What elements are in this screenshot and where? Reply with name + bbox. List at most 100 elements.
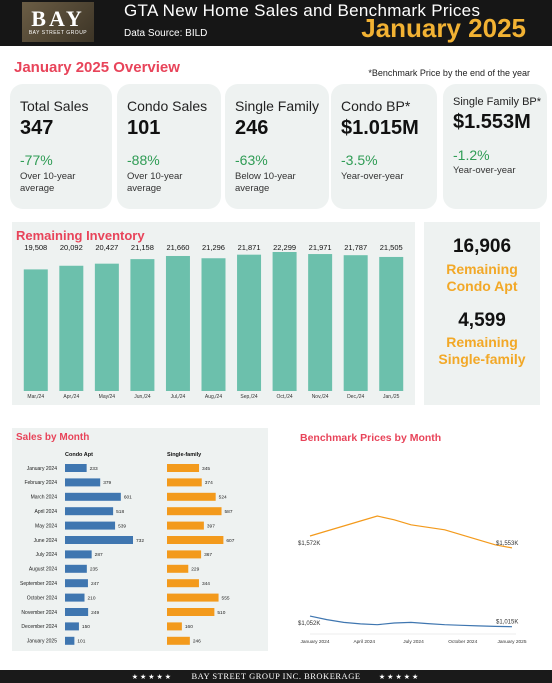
card-note: Below 10-year average bbox=[235, 171, 296, 194]
condo-value-label: 210 bbox=[88, 595, 96, 601]
remaining-single-value: 4,599 bbox=[458, 310, 506, 331]
inventory-x-tick: Sep,/24 bbox=[240, 394, 257, 400]
card-label: Total Sales bbox=[20, 98, 89, 114]
condo-bar bbox=[65, 608, 89, 616]
condo-value-label: 539 bbox=[118, 523, 126, 529]
inventory-bar bbox=[379, 256, 404, 391]
condo-value-label: 287 bbox=[95, 552, 103, 558]
condo-value-label: 101 bbox=[77, 639, 85, 645]
inventory-chart: 19,508 Mar,/24 20,092 Apr,/24 20,427 May/24 21… bbox=[23, 243, 404, 400]
single-bar bbox=[167, 550, 202, 559]
inventory-bar bbox=[237, 254, 262, 391]
sales-panel bbox=[12, 428, 268, 651]
inventory-x-tick: May/24 bbox=[99, 394, 116, 400]
single-bar bbox=[167, 492, 216, 501]
sales-category-label: November 2024 bbox=[21, 610, 57, 616]
single-bar bbox=[167, 536, 224, 544]
condo-value-label: 601 bbox=[124, 495, 132, 501]
single-value-label: 229 bbox=[191, 567, 199, 573]
benchmark-x-tick: April 2024 bbox=[353, 639, 375, 645]
single-value-label: 397 bbox=[207, 523, 215, 529]
inventory-x-tick: Jul,/24 bbox=[171, 394, 186, 400]
company-logo: BAY BAY STREET GROUP bbox=[22, 2, 94, 42]
inventory-value-label: 20,427 bbox=[95, 243, 118, 252]
card-change: -1.2% bbox=[453, 147, 490, 163]
inventory-x-tick: Aug,/24 bbox=[205, 394, 222, 400]
condo-bar bbox=[65, 550, 92, 559]
sales-category-label: July 2024 bbox=[36, 552, 58, 558]
sales-category-label: September 2024 bbox=[20, 581, 57, 587]
report-month: January 2025 bbox=[361, 13, 526, 43]
footer-stars-right: ★★★★★ bbox=[378, 673, 421, 681]
condo-end-label: $1,015K bbox=[496, 620, 518, 626]
inventory-bar bbox=[130, 259, 155, 391]
condo-value-label: 233 bbox=[90, 466, 98, 472]
sales-category-label: December 2024 bbox=[21, 624, 57, 630]
condo-bar bbox=[65, 492, 121, 501]
condo-value-label: 235 bbox=[90, 567, 98, 573]
benchmark-chart: $1,572K $1,553K $1,052K $1,015K January 2024… bbox=[298, 515, 527, 645]
remaining-single-label-1: Remaining bbox=[446, 334, 518, 350]
condo-value-label: 379 bbox=[103, 480, 111, 486]
condo-value-label: 732 bbox=[136, 538, 144, 544]
sales-category-label: May 2024 bbox=[35, 523, 57, 529]
inventory-bar bbox=[272, 252, 297, 391]
inventory-bar bbox=[59, 265, 84, 391]
single-value-label: 524 bbox=[219, 495, 227, 501]
inventory-x-tick: Jan,/25 bbox=[383, 394, 400, 400]
page-title: GTA New Home Sales and Benchmark Prices bbox=[124, 1, 481, 20]
card-note: Over 10-year average bbox=[20, 171, 76, 194]
card-value: 347 bbox=[20, 117, 54, 139]
condo-bar bbox=[65, 579, 88, 588]
card-value: 246 bbox=[235, 117, 269, 139]
condo-value-label: 518 bbox=[116, 509, 124, 515]
condo-bar bbox=[65, 521, 116, 530]
single-bar bbox=[167, 521, 204, 530]
header-bar: BAY BAY STREET GROUP GTA New Home Sales … bbox=[0, 0, 552, 46]
sales-legend-single: Single-family bbox=[167, 452, 202, 458]
inventory-x-tick: Apr,/24 bbox=[63, 394, 79, 400]
single-bar bbox=[167, 622, 182, 631]
single-bar bbox=[167, 593, 219, 602]
card-change: -3.5% bbox=[341, 152, 378, 168]
condo-start-label: $1,052K bbox=[298, 621, 320, 627]
inventory-value-label: 21,871 bbox=[238, 243, 261, 252]
card-single-family-bp: Single Family BP* $1.553M -1.2% Year-ove… bbox=[443, 84, 547, 209]
condo-bar bbox=[65, 464, 87, 472]
logo-subtext: BAY STREET GROUP bbox=[28, 29, 88, 36]
condo-value-label: 249 bbox=[91, 610, 99, 616]
inventory-value-label: 21,158 bbox=[131, 243, 154, 252]
single-value-label: 367 bbox=[204, 552, 212, 558]
benchmark-x-tick: January 2024 bbox=[300, 639, 329, 645]
single-value-label: 160 bbox=[185, 624, 193, 630]
single-bar bbox=[167, 507, 222, 516]
card-condo-sales: Condo Sales 101 -88% Over 10-year averag… bbox=[117, 84, 221, 209]
sales-category-label: January 2025 bbox=[27, 639, 58, 645]
inventory-value-label: 21,505 bbox=[380, 243, 403, 252]
condo-bar bbox=[65, 507, 114, 516]
single-bar bbox=[167, 579, 199, 588]
single-value-label: 607 bbox=[226, 538, 234, 544]
inventory-bar bbox=[201, 258, 226, 391]
condo-line bbox=[309, 615, 513, 628]
single-value-label: 555 bbox=[222, 595, 230, 601]
footer-company: BAY STREET GROUP INC. BROKERAGE bbox=[191, 671, 361, 681]
sales-category-label: January 2024 bbox=[27, 466, 58, 472]
sales-title: Sales by Month bbox=[16, 432, 90, 443]
single-bar bbox=[167, 608, 215, 616]
inventory-value-label: 21,660 bbox=[166, 243, 189, 252]
benchmark-note: *Benchmark Price by the end of the year bbox=[368, 68, 530, 78]
footer-bar: ★★★★★ BAY STREET GROUP INC. BROKERAGE ★★… bbox=[0, 670, 552, 683]
single-value-label: 374 bbox=[205, 480, 213, 486]
inventory-title: Remaining Inventory bbox=[16, 228, 145, 243]
card-label: Single Family bbox=[235, 98, 320, 114]
card-condo-bp: Condo BP* $1.015M -3.5% Year-over-year bbox=[331, 84, 437, 209]
single-value-label: 345 bbox=[202, 466, 210, 472]
condo-bar bbox=[65, 636, 75, 645]
inventory-value-label: 19,508 bbox=[24, 243, 47, 252]
inventory-value-label: 21,787 bbox=[344, 243, 367, 252]
sales-legend-condo: Condo Apt bbox=[65, 452, 93, 458]
remaining-condo-value: 16,906 bbox=[452, 236, 512, 257]
inventory-bar bbox=[308, 254, 333, 391]
